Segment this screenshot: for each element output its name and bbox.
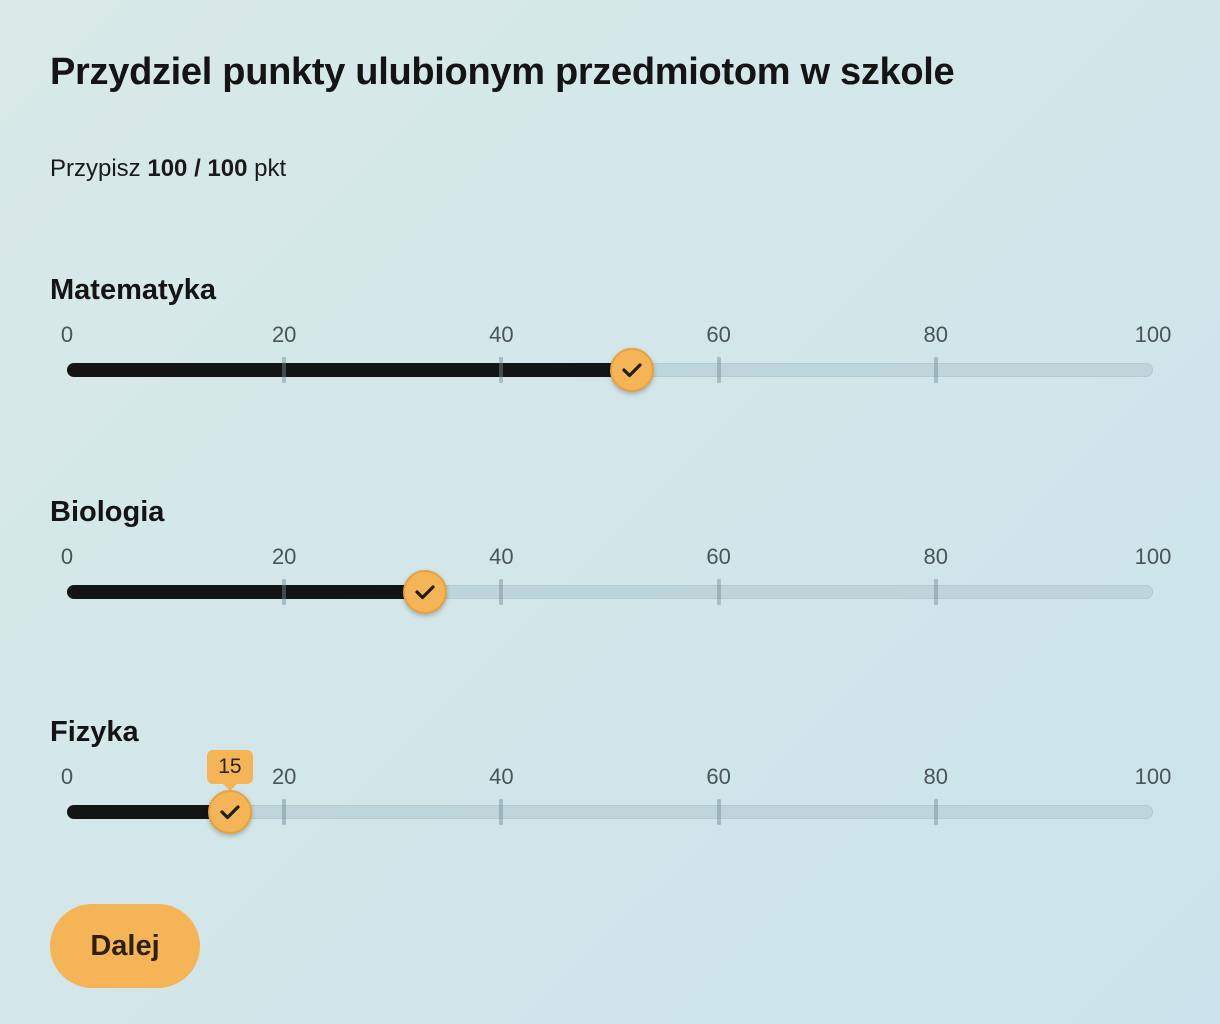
slider-label: Matematyka bbox=[50, 274, 217, 306]
slider-fizyka: Fizyka 0 20 40 60 80 100 15 bbox=[0, 714, 1220, 874]
slider-thumb[interactable] bbox=[207, 790, 252, 834]
tick-label: 100 bbox=[1134, 764, 1172, 789]
slider-track[interactable] bbox=[67, 799, 1153, 825]
tick-label: 40 bbox=[489, 544, 514, 569]
tick-label: 80 bbox=[923, 764, 949, 789]
tick-mark bbox=[499, 357, 504, 383]
tick-label: 100 bbox=[1134, 322, 1172, 347]
slider-thumb[interactable] bbox=[403, 570, 448, 614]
tick-mark bbox=[499, 579, 504, 605]
tick-label: 0 bbox=[60, 544, 74, 569]
tick-label: 20 bbox=[271, 764, 297, 789]
tick-label: 60 bbox=[706, 322, 731, 347]
slider-thumb[interactable] bbox=[609, 348, 654, 392]
tick-label: 0 bbox=[60, 322, 74, 347]
check-icon bbox=[415, 585, 435, 600]
slider-label: Fizyka bbox=[50, 716, 139, 748]
page-title: Przydziel punkty ulubionym przedmiotom w… bbox=[50, 51, 955, 93]
next-button[interactable]: Dalej bbox=[50, 904, 200, 988]
tick-mark bbox=[933, 357, 938, 383]
tick-mark bbox=[499, 799, 504, 825]
tick-label: 20 bbox=[271, 322, 297, 347]
slider-matematyka: Matematyka 0 20 40 60 80 100 bbox=[0, 272, 1220, 432]
tick-label: 20 bbox=[271, 544, 297, 569]
slider-fill bbox=[67, 805, 230, 819]
counter-prefix: Przypisz bbox=[50, 155, 141, 182]
tick-label: 60 bbox=[706, 544, 731, 569]
tick-label: 80 bbox=[923, 322, 949, 347]
counter-value: 100 / 100 bbox=[147, 155, 248, 182]
slider-biologia: Biologia 0 20 40 60 80 100 bbox=[0, 494, 1220, 654]
tick-mark bbox=[282, 799, 287, 825]
tick-label: 0 bbox=[60, 764, 74, 789]
tick-label: 60 bbox=[706, 764, 731, 789]
tick-label: 100 bbox=[1134, 544, 1172, 569]
slider-fill bbox=[67, 363, 632, 377]
tick-mark bbox=[282, 579, 287, 605]
points-counter: Przypisz 100 / 100 pkt bbox=[50, 152, 286, 186]
check-icon bbox=[220, 805, 240, 820]
value-tooltip: 15 bbox=[206, 750, 253, 791]
tick-mark bbox=[716, 357, 721, 383]
slider-track[interactable] bbox=[67, 579, 1153, 605]
tick-mark bbox=[933, 799, 938, 825]
tick-mark bbox=[716, 579, 721, 605]
tick-mark bbox=[933, 579, 938, 605]
tick-mark bbox=[716, 799, 721, 825]
slider-label: Biologia bbox=[50, 496, 165, 528]
check-icon bbox=[622, 363, 642, 378]
tick-mark bbox=[282, 357, 287, 383]
tick-label: 40 bbox=[489, 764, 514, 789]
counter-suffix: pkt bbox=[254, 155, 287, 182]
slider-fill bbox=[67, 585, 426, 599]
tick-label: 80 bbox=[923, 544, 949, 569]
tick-label: 40 bbox=[489, 322, 514, 347]
